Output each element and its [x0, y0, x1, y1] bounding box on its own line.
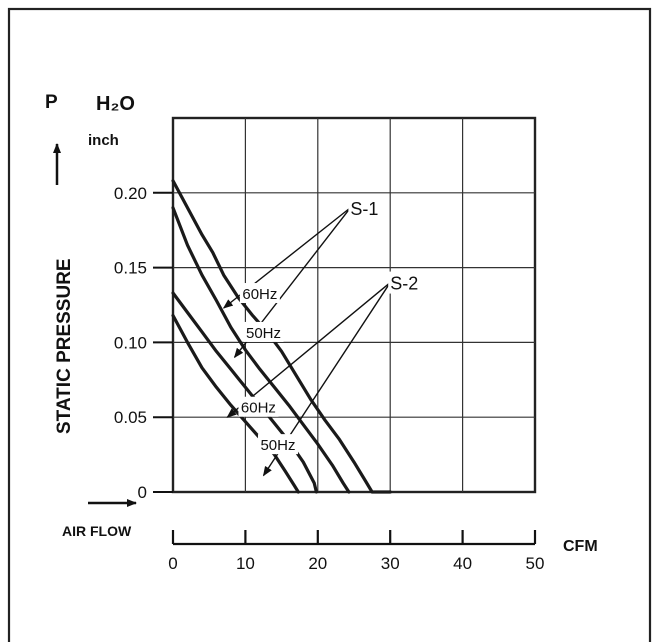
- annotation-label-bg: [257, 434, 298, 455]
- x-tick-label: 10: [236, 554, 255, 573]
- annotation-frequency-label: 50Hz: [260, 437, 295, 454]
- x-tick-label: 30: [381, 554, 400, 573]
- y-header-subunit: inch: [88, 132, 119, 149]
- page-frame: [7, 7, 652, 642]
- x-scale: 0 10 20 30 40 50: [168, 530, 544, 573]
- annotation-label-bg: [243, 321, 284, 342]
- annotation-frequency-label: 50Hz: [246, 325, 281, 342]
- annotation-series-label: S-1: [350, 199, 378, 219]
- y-tick-label: 0.15: [114, 259, 147, 278]
- y-header-symbol: P: [45, 92, 58, 113]
- annotations: S-1 S-2 60Hz 50Hz 60Hz 50Hz: [222, 196, 422, 477]
- y-axis-label: STATIC PRESSURE: [54, 258, 75, 434]
- annotation-label-bg: [348, 196, 382, 219]
- annotation-label-bg: [388, 271, 422, 294]
- annotation-arrow: [226, 282, 391, 418]
- y-tick-label: 0.05: [114, 408, 147, 427]
- x-tick-label: 20: [308, 554, 327, 573]
- y-header-unit: H₂O: [96, 93, 135, 115]
- annotation-frequency-label: 60Hz: [242, 286, 277, 303]
- y-tick-label: 0.20: [114, 184, 147, 203]
- x-tick-label: 40: [453, 554, 472, 573]
- plot-frame: [171, 116, 537, 494]
- annotation-frequency-label: 60Hz: [241, 400, 276, 417]
- x-header-label: AIR FLOW: [62, 523, 132, 539]
- x-tick-label: 50: [526, 554, 545, 573]
- y-tick-label: 0: [138, 483, 147, 502]
- annotation-label-bg: [239, 283, 280, 304]
- annotation-label-bg: [238, 396, 279, 417]
- annotation-series-label: S-2: [390, 274, 418, 294]
- y-ticks: 0 0.05 0.10 0.15 0.20: [114, 184, 173, 502]
- x-tick-label: 0: [168, 554, 177, 573]
- y-tick-label: 0.10: [114, 333, 147, 352]
- grid: [171, 116, 537, 494]
- series-curve-1: [171, 179, 392, 494]
- x-unit-label: CFM: [563, 538, 598, 555]
- series-curve-4: [171, 313, 300, 494]
- series-curve-2: [171, 206, 351, 494]
